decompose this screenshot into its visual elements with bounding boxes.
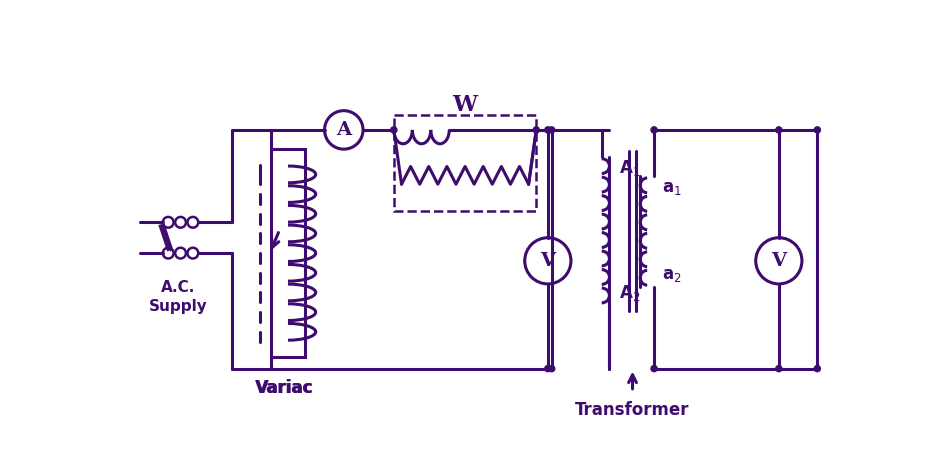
Text: W: W	[452, 94, 477, 116]
Text: Transformer: Transformer	[575, 401, 689, 419]
Circle shape	[814, 366, 819, 372]
Circle shape	[650, 127, 656, 133]
Bar	[394, 114, 536, 211]
Circle shape	[650, 366, 656, 372]
Circle shape	[544, 366, 550, 372]
Text: a$_2$: a$_2$	[661, 266, 681, 284]
Circle shape	[775, 366, 781, 372]
Text: A$_2$: A$_2$	[618, 283, 639, 303]
Text: A.C.
Supply: A.C. Supply	[149, 280, 208, 314]
Text: V: V	[540, 252, 555, 270]
Text: Variac: Variac	[255, 379, 313, 397]
Circle shape	[532, 127, 539, 133]
Bar	[270, 149, 305, 357]
Circle shape	[548, 127, 554, 133]
Text: A$_1$: A$_1$	[618, 158, 639, 178]
Circle shape	[814, 127, 819, 133]
Text: V: V	[770, 252, 785, 270]
Text: A: A	[336, 121, 351, 139]
Text: Variac: Variac	[255, 379, 312, 397]
Text: a$_1$: a$_1$	[661, 179, 681, 197]
Circle shape	[391, 127, 396, 133]
Circle shape	[775, 127, 781, 133]
Circle shape	[548, 366, 554, 372]
Circle shape	[544, 127, 550, 133]
